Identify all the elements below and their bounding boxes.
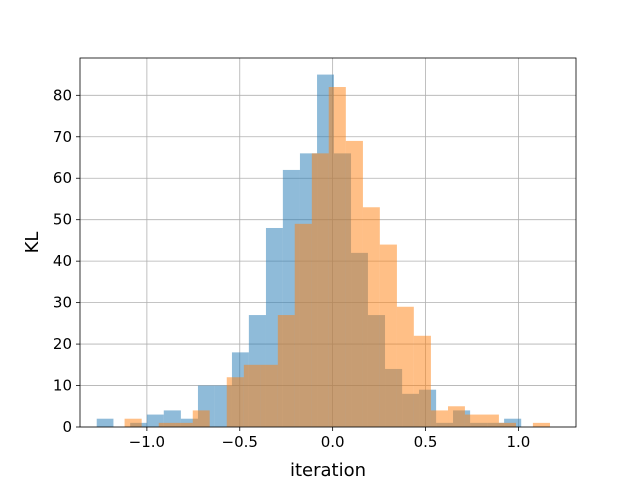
- y-tick-label: 30: [53, 294, 72, 312]
- histogram-bar-series-2: [498, 422, 516, 427]
- histogram-bar-series-2: [362, 207, 380, 427]
- x-axis-label: iteration: [290, 460, 366, 480]
- histogram-bar-series-2: [277, 315, 295, 427]
- histogram-bar-series-2: [448, 406, 465, 427]
- y-tick-label: 40: [53, 252, 72, 270]
- histogram-bar-series-2: [396, 306, 414, 427]
- y-tick-label: 50: [53, 211, 72, 229]
- x-tick-label: 0.5: [414, 433, 438, 451]
- histogram-bar-series-2: [345, 140, 363, 428]
- histogram-bar-series-2: [413, 335, 431, 427]
- axis-ticks: −1.0 −0.5 0.0 0.5 1.0 0 10 20 30 40 50 60 70 80: [53, 86, 530, 451]
- x-tick-label: −1.0: [129, 433, 165, 451]
- y-tick-label: 0: [62, 418, 72, 436]
- x-tick-label: 1.0: [506, 433, 530, 451]
- histogram-bar-series-2: [124, 418, 142, 427]
- histogram-bar-series-2: [328, 87, 346, 428]
- histogram-bar-series-2: [311, 153, 329, 427]
- histogram-bar-series-2: [430, 410, 449, 427]
- plot-frame: [79, 57, 577, 428]
- histogram-bar-series-2: [294, 223, 312, 427]
- x-tick-label: 0.0: [321, 433, 345, 451]
- histogram-bar-series-2: [260, 364, 278, 427]
- histogram-bar-series-2: [226, 377, 244, 427]
- y-axis-label: KL: [22, 232, 43, 254]
- histogram-bar-series-2: [243, 364, 261, 427]
- x-tick-label: −0.5: [222, 433, 258, 451]
- histogram-bar-series-2: [532, 422, 550, 427]
- histogram-bar-series-2: [175, 422, 193, 427]
- y-tick-label: 20: [53, 335, 72, 353]
- y-tick-label: 70: [53, 128, 72, 146]
- y-tick-label: 60: [53, 169, 72, 187]
- histogram-bar-series-2: [158, 422, 176, 427]
- y-tick-label: 10: [53, 377, 72, 395]
- histogram-bar-series-1: [96, 418, 114, 427]
- histogram-bar-series-2: [379, 244, 397, 427]
- histogram-bars: [96, 74, 550, 428]
- y-tick-label: 80: [53, 86, 72, 104]
- histogram-bar-series-2: [482, 414, 499, 427]
- histogram-bar-series-2: [464, 414, 483, 427]
- histogram-bar-series-2: [192, 410, 210, 427]
